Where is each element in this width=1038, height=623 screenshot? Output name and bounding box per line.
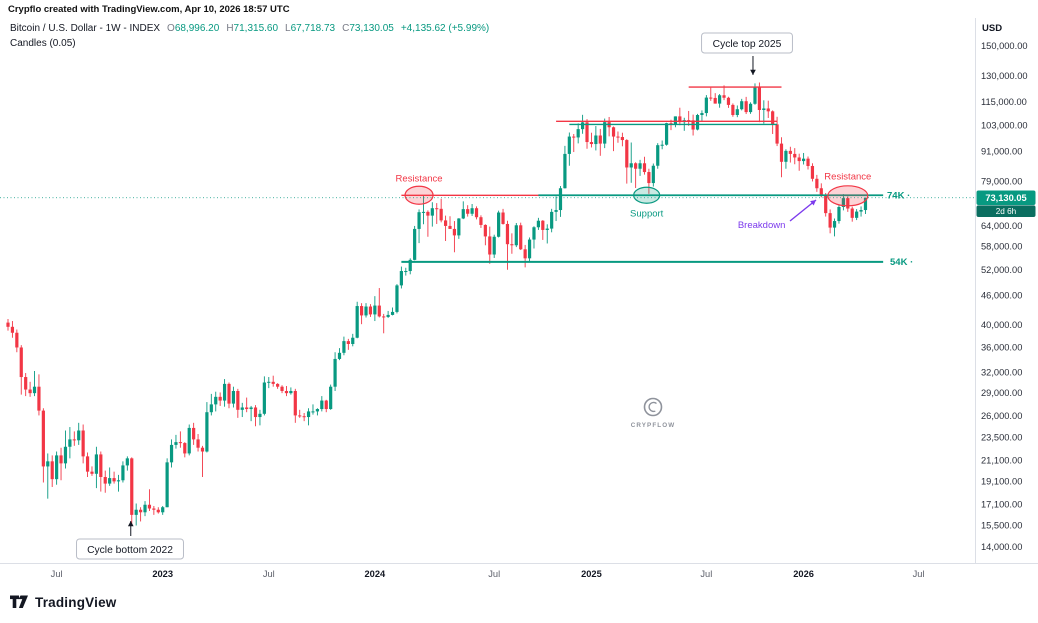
svg-text:Jul: Jul [488,569,500,579]
ohlc-key: H [226,23,234,34]
ohlc-value: 71,315.60 [233,23,279,34]
svg-text:32,000.00: 32,000.00 [981,367,1022,377]
svg-text:14,000.00: 14,000.00 [981,542,1022,552]
svg-text:150,000.00: 150,000.00 [981,41,1028,51]
svg-text:91,000.00: 91,000.00 [981,147,1022,157]
svg-text:Cycle top 2025: Cycle top 2025 [713,39,782,50]
resistance-ellipse[interactable] [827,185,869,207]
svg-text:29,000.00: 29,000.00 [981,388,1022,398]
legend-line1: Bitcoin / U.S. Dollar - 1W - INDEX O68,99… [10,22,489,35]
axis-currency-label: USD [982,23,1002,34]
svg-text:46,000.00: 46,000.00 [981,291,1022,301]
crypflow-watermark-icon: CRYPFLOW [631,397,676,429]
svg-text:58,000.00: 58,000.00 [981,242,1022,252]
svg-text:CRYPFLOW: CRYPFLOW [631,422,676,429]
svg-text:2024: 2024 [365,569,387,579]
resistance-label-right[interactable]: Resistance [824,171,871,182]
svg-text:17,100.00: 17,100.00 [981,500,1022,510]
svg-text:21,100.00: 21,100.00 [981,455,1022,465]
svg-text:103,000.00: 103,000.00 [981,120,1028,130]
svg-text:64,000.00: 64,000.00 [981,221,1022,231]
legend-ohlc: O68,996.20 H71,315.60 L67,718.73 C73,130.05 [160,23,394,34]
svg-text:52,000.00: 52,000.00 [981,265,1022,275]
svg-text:115,000.00: 115,000.00 [981,97,1027,107]
svg-text:23,500.00: 23,500.00 [981,433,1022,443]
svg-text:19,100.00: 19,100.00 [981,476,1022,486]
symbol-legend: Bitcoin / U.S. Dollar - 1W - INDEX O68,99… [10,22,489,50]
resistance-ellipse[interactable] [404,185,434,205]
indicator-label[interactable]: Candles (0.05) [10,38,76,49]
ohlc-key: O [167,23,175,34]
svg-text:15,500.00: 15,500.00 [981,520,1022,530]
svg-text:Jul: Jul [51,569,63,579]
cycle-bottom-callout[interactable] [76,538,184,560]
bar-countdown: 2d 6h [996,207,1017,216]
time-axis[interactable]: Jul 2023 Jul 2024 Jul 2025 Jul 2026 Jul [0,563,1038,580]
tradingview-brand[interactable]: TradingView [35,594,117,610]
svg-text:79,000.00: 79,000.00 [981,176,1022,186]
svg-text:130,000.00: 130,000.00 [981,71,1028,81]
level-label-74k[interactable]: 74K · [887,191,910,202]
candles-layer[interactable] [6,82,868,526]
support-label[interactable]: Support [630,208,664,219]
svg-text:40,000.00: 40,000.00 [981,320,1022,330]
svg-text:Jul: Jul [263,569,275,579]
ohlc-value: 68,996.20 [174,23,220,34]
svg-text:26,000.00: 26,000.00 [981,411,1022,421]
svg-text:2023: 2023 [152,569,173,579]
symbol-title[interactable]: Bitcoin / U.S. Dollar - 1W - INDEX [10,23,161,34]
tradingview-logo-icon[interactable] [10,594,29,610]
ohlc-value: 67,718.73 [290,23,336,34]
svg-text:2025: 2025 [581,569,602,579]
svg-text:Cycle bottom 2022: Cycle bottom 2022 [87,545,173,556]
breakdown-label[interactable]: Breakdown [738,220,786,231]
svg-text:36,000.00: 36,000.00 [981,342,1022,352]
price-change: +4,135.62 (+5.99%) [400,23,490,34]
ohlc-value: 73,130.05 [349,23,394,34]
svg-text:2026: 2026 [793,569,814,579]
current-price-value: 73,130.05 [985,193,1026,203]
price-axis[interactable]: USD 150,000.00 130,000.00 115,000.00 103,000… [975,18,1038,563]
drawings-layer[interactable]: Resistance Support Resistance Breakdown Cycl… [76,32,914,560]
footer: TradingView [10,594,116,610]
support-ellipse[interactable] [633,186,661,204]
attribution-text: Crypflo created with TradingView.com, Ap… [8,4,290,15]
ohlc-key: C [342,23,350,34]
cycle-top-callout[interactable] [701,32,793,54]
level-label-54k[interactable]: 54K · [890,257,913,268]
svg-text:Jul: Jul [700,569,712,579]
svg-text:Jul: Jul [913,569,925,579]
current-price-badge: 73,130.05 2d 6h [976,190,1036,217]
resistance-label-left[interactable]: Resistance [396,173,443,184]
ohlc-key: L [285,23,291,34]
